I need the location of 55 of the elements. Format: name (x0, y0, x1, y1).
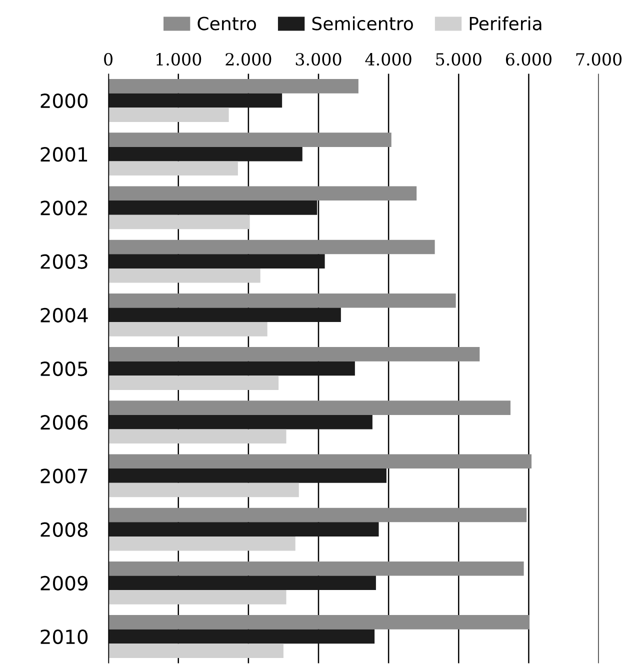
legend-label: Semicentro (312, 16, 413, 30)
bar (108, 132, 392, 147)
x-tick-label: 1.000 (156, 53, 202, 66)
bar (108, 454, 532, 469)
bar (108, 644, 284, 658)
bar (108, 308, 341, 322)
bar (108, 268, 260, 283)
bar (108, 536, 296, 551)
y-tick-label: 2008 (40, 522, 88, 537)
legend-label: Periferia (470, 16, 542, 30)
y-tick-label: 2003 (40, 254, 88, 269)
y-tick-label: 2010 (40, 629, 88, 644)
y-tick-label: 2004 (40, 308, 88, 323)
y-tick-label: 2002 (40, 200, 87, 216)
bar (108, 293, 456, 308)
bar (108, 468, 386, 483)
y-tick-label: 2007 (40, 468, 88, 484)
bar (108, 146, 302, 162)
bar (108, 482, 299, 498)
bar (108, 629, 375, 644)
bar (108, 186, 417, 201)
bar (108, 508, 527, 522)
x-tick-label: 4.000 (365, 53, 412, 66)
bar (108, 376, 279, 390)
x-tick-label: 7.000 (576, 53, 622, 66)
bar (108, 322, 268, 336)
bar (108, 414, 372, 430)
bar (108, 361, 355, 376)
bar (108, 615, 530, 630)
bar (108, 561, 524, 576)
bar (108, 79, 358, 94)
y-tick-label: 2009 (40, 576, 88, 591)
bar (108, 161, 238, 176)
x-tick-label: 0 (104, 53, 112, 66)
y-tick-label: 2005 (40, 361, 88, 376)
x-tick-label: 6.000 (506, 53, 552, 66)
bar (108, 590, 286, 604)
bar (108, 522, 379, 536)
x-tick-label: 2.000 (226, 53, 272, 66)
bar (108, 429, 286, 444)
x-tick-label: 3.000 (296, 53, 342, 66)
bar (108, 240, 435, 254)
bar (108, 400, 510, 415)
bar (108, 93, 282, 108)
y-tick-label: 2000 (40, 93, 88, 108)
x-tick-label: 5.000 (436, 53, 482, 66)
y-tick-label: 2006 (40, 415, 88, 430)
y-tick-label: 2001 (40, 147, 88, 162)
legend-label: Centro (198, 16, 256, 30)
bar (108, 576, 376, 590)
bar (108, 254, 325, 268)
bar (108, 200, 318, 215)
bar (108, 108, 229, 122)
bar (108, 214, 250, 230)
bar (108, 347, 480, 362)
